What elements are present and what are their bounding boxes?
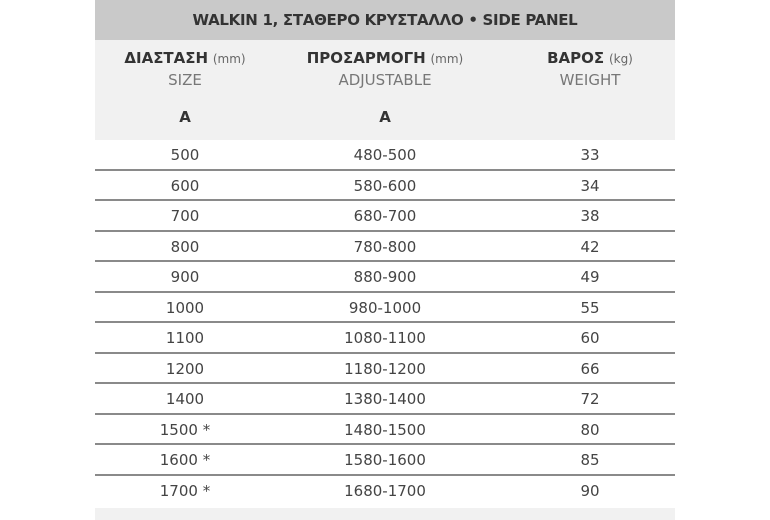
table-row: 1600 * 1580-1600 85 xyxy=(95,445,675,476)
table-title: WALKIN 1, ΣΤΑΘΕΡΟ ΚΡΥΣΤΑΛΛΟ • SIDE PANEL xyxy=(95,0,675,40)
column-unit: (mm) xyxy=(430,52,464,66)
weight-cell: 90 xyxy=(580,481,600,500)
table-row: 1100 1080-1100 60 xyxy=(95,323,675,354)
adjustable-cell: 1080-1100 xyxy=(344,329,426,347)
column-label: ΔΙΑΣΤΑΣΗ xyxy=(124,49,209,67)
adjustable-cell: 580-600 xyxy=(353,176,417,195)
weight-cell: 72 xyxy=(580,390,600,408)
size-table: WALKIN 1, ΣΤΑΘΕΡΟ ΚΡΥΣΤΑΛΛΟ • SIDE PANEL… xyxy=(95,0,675,504)
size-cell: 1500 * xyxy=(159,420,211,439)
table-body: 500 480-500 33 600 580-600 34 700 680-700 38 800 7… xyxy=(95,140,675,504)
table-row: 1200 1180-1200 66 xyxy=(95,354,675,384)
adjustable-cell: 1380-1400 xyxy=(344,390,426,408)
column-sublabel: ADJUSTABLE xyxy=(338,71,432,89)
weight-cell: 80 xyxy=(580,420,600,439)
weight-cell: 85 xyxy=(580,451,600,469)
weight-cell: 60 xyxy=(580,329,600,347)
weight-cell: 55 xyxy=(580,298,600,317)
size-cell: 500 xyxy=(170,146,200,164)
size-cell: 900 xyxy=(170,268,200,286)
column-label: ΠΡΟΣΑΡΜΟΓΗ xyxy=(306,49,426,67)
table-row: 500 480-500 33 xyxy=(95,140,675,171)
table-row: 1500 * 1480-1500 80 xyxy=(95,415,675,445)
column-unit: (kg) xyxy=(608,52,633,66)
size-cell: 1000 xyxy=(165,298,205,317)
column-sublabel: SIZE xyxy=(168,71,202,89)
table-row: 1700 * 1680-1700 90 xyxy=(95,476,675,505)
column-header-size: ΔΙΑΣΤΑΣΗ (mm) SIZE xyxy=(85,48,285,91)
weight-cell: 38 xyxy=(580,207,600,225)
weight-cell: 49 xyxy=(580,268,600,286)
table-header: ΔΙΑΣΤΑΣΗ (mm) SIZE ΠΡΟΣΑΡΜΟΓΗ (mm) ADJUS… xyxy=(95,40,675,140)
adjustable-cell: 1480-1500 xyxy=(344,420,426,439)
size-cell: 1100 xyxy=(165,329,205,347)
dimension-letter: A xyxy=(379,108,391,126)
size-cell: 1700 * xyxy=(159,481,211,500)
table-row: 600 580-600 34 xyxy=(95,171,675,201)
size-cell: 700 xyxy=(170,207,200,225)
column-header-weight: ΒΑΡΟΣ (kg) WEIGHT xyxy=(490,48,690,91)
dimension-letter: A xyxy=(179,108,191,126)
adjustable-cell: 880-900 xyxy=(353,268,417,286)
column-label: ΒΑΡΟΣ xyxy=(547,49,605,67)
weight-cell: 33 xyxy=(580,146,600,164)
size-cell: 1400 xyxy=(165,390,205,408)
adjustable-cell: 680-700 xyxy=(353,207,417,225)
column-sublabel: WEIGHT xyxy=(559,71,621,89)
column-header-adjustable: ΠΡΟΣΑΡΜΟΓΗ (mm) ADJUSTABLE xyxy=(285,48,485,91)
adjustable-cell: 1580-1600 xyxy=(344,451,426,469)
table-row: 800 780-800 42 xyxy=(95,232,675,262)
table-row: 900 880-900 49 xyxy=(95,262,675,293)
weight-cell: 34 xyxy=(580,176,600,195)
table-row: 1400 1380-1400 72 xyxy=(95,384,675,415)
adjustable-cell: 780-800 xyxy=(353,237,417,256)
column-unit: (mm) xyxy=(212,52,246,66)
adjustable-cell: 980-1000 xyxy=(348,298,422,317)
table-footer xyxy=(95,508,675,520)
size-cell: 1600 * xyxy=(159,451,211,469)
adjustable-cell: 1180-1200 xyxy=(344,359,426,378)
weight-cell: 66 xyxy=(580,359,600,378)
size-cell: 800 xyxy=(170,237,200,256)
table-row: 700 680-700 38 xyxy=(95,201,675,232)
table-row: 1000 980-1000 55 xyxy=(95,293,675,323)
weight-cell: 42 xyxy=(580,237,600,256)
size-cell: 1200 xyxy=(165,359,205,378)
size-cell: 600 xyxy=(170,176,200,195)
adjustable-cell: 480-500 xyxy=(353,146,417,164)
adjustable-cell: 1680-1700 xyxy=(344,481,426,500)
